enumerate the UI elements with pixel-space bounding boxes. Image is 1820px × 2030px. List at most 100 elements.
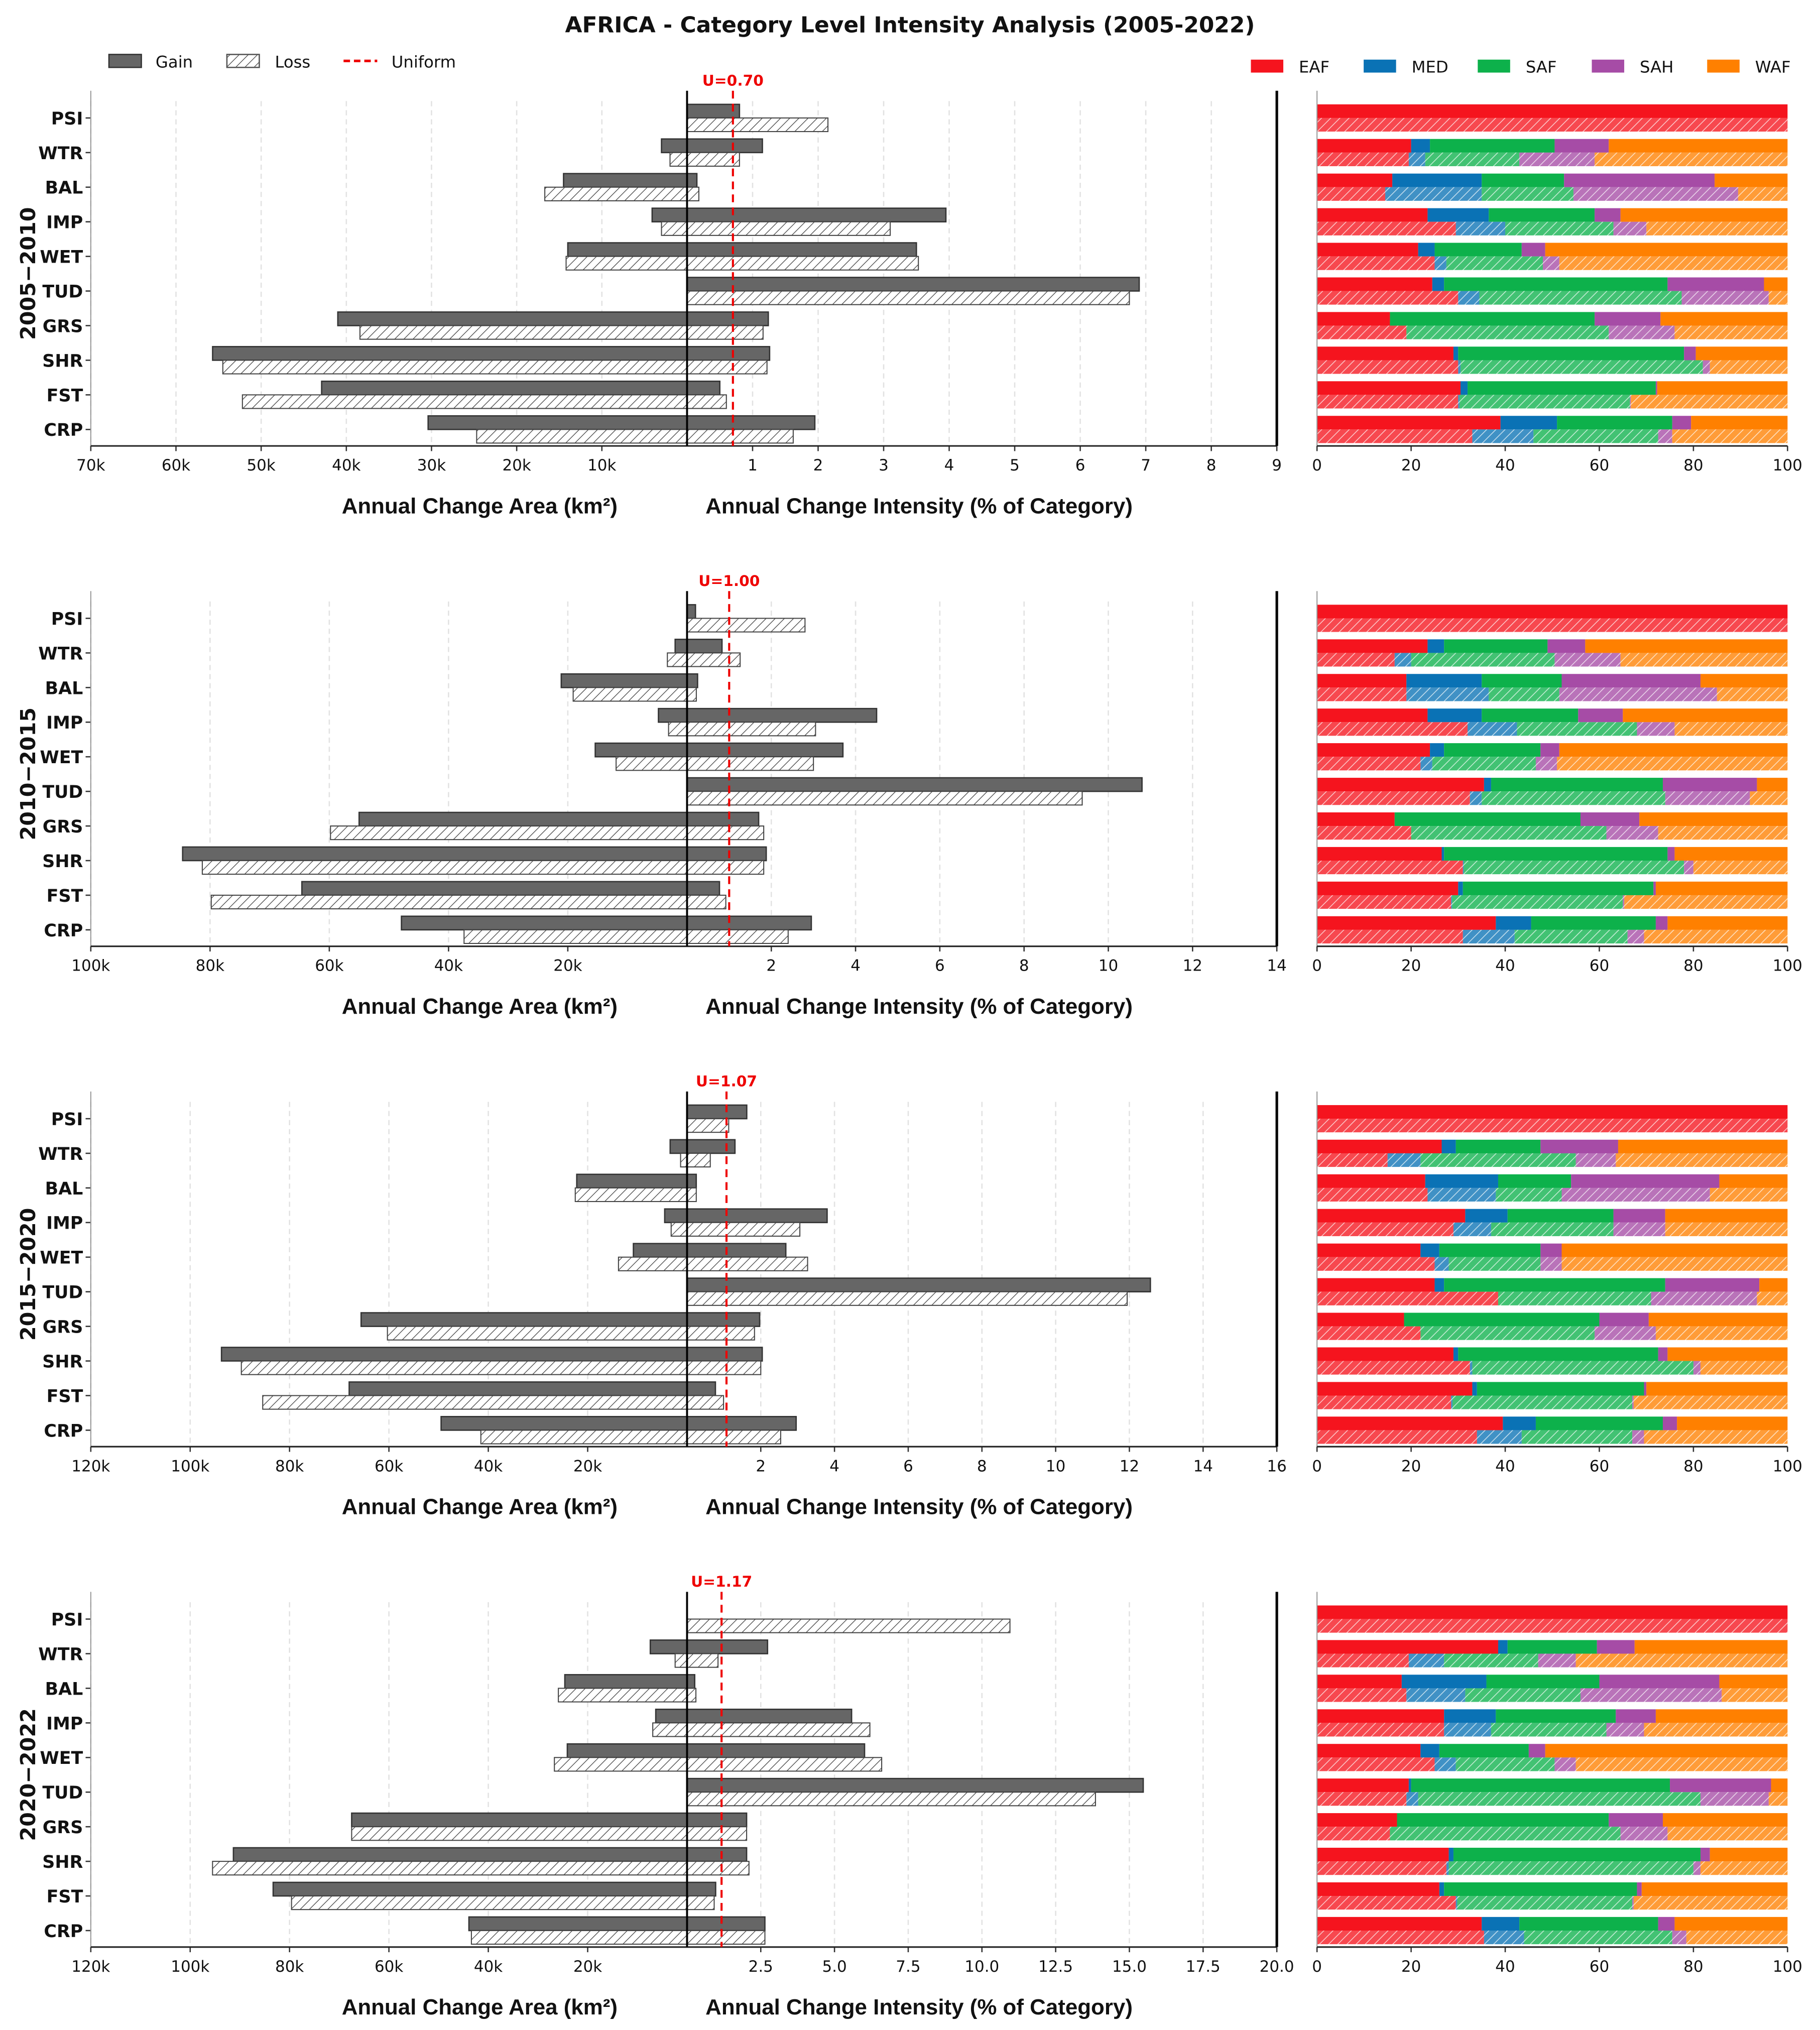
loss-share-psi-eaf — [1317, 117, 1788, 132]
area-tick-label: 80k — [196, 957, 224, 975]
loss-share-psi-eaf — [1317, 618, 1788, 632]
uniform-label: U=1.17 — [691, 1573, 752, 1590]
intensity-tick-label: 17.5 — [1186, 1958, 1221, 1976]
loss-share-imp-eaf — [1317, 722, 1468, 736]
loss-share-grs-eaf — [1317, 826, 1411, 840]
gain-share-psi-eaf — [1317, 605, 1788, 619]
loss-share-grs-eaf — [1317, 1326, 1421, 1340]
loss-share-bal-saf — [1489, 687, 1559, 701]
gain-share-bal-saf — [1498, 1174, 1571, 1188]
loss-bar-shr — [212, 1861, 750, 1876]
loss-share-wet-sah — [1543, 256, 1559, 270]
period-label: 2010−2015 — [16, 707, 40, 840]
category-label-tud: TUD — [42, 1283, 83, 1303]
gain-share-imp-waf — [1620, 208, 1788, 222]
legend-label-sah: SAH — [1640, 58, 1673, 77]
loss-share-bal-waf — [1722, 1688, 1788, 1702]
loss-share-tud-waf — [1750, 791, 1788, 805]
uniform-label: U=0.70 — [702, 71, 764, 89]
gain-share-crp-waf — [1691, 416, 1788, 430]
gain-share-grs-eaf — [1317, 312, 1390, 326]
gain-share-tud-saf — [1411, 1778, 1670, 1793]
legend-loss-swatch — [226, 54, 260, 68]
gain-share-imp-med — [1465, 1209, 1508, 1223]
share-tick-label: 0 — [1312, 456, 1322, 474]
loss-share-tud-eaf — [1317, 291, 1459, 305]
loss-bar-imp — [670, 1222, 801, 1237]
gain-share-wtr-sah — [1554, 139, 1609, 153]
loss-bar-psi — [686, 117, 829, 133]
loss-share-fst-med — [1455, 1896, 1458, 1910]
loss-share-crp-eaf — [1317, 429, 1473, 443]
gain-share-bal-med — [1401, 1675, 1487, 1689]
gain-share-grs-sah — [1599, 1312, 1649, 1327]
gain-share-wtr-eaf — [1317, 139, 1411, 153]
gain-share-wet-sah — [1540, 1243, 1562, 1257]
loss-bar-crp — [470, 1930, 766, 1945]
gain-share-wtr-waf — [1609, 139, 1788, 153]
loss-share-fst-med — [1458, 395, 1460, 409]
gain-share-tud-saf — [1491, 778, 1663, 792]
intensity-tick-label: 10 — [1046, 1457, 1065, 1475]
loss-share-tud-eaf — [1317, 1291, 1498, 1305]
gain-share-tud-saf — [1444, 277, 1668, 291]
loss-share-wtr-waf — [1616, 1153, 1788, 1167]
figure-title: AFRICA - Category Level Intensity Analys… — [565, 13, 1255, 38]
loss-bar-bal — [572, 687, 697, 702]
loss-share-crp-med — [1463, 929, 1515, 943]
gain-share-tud-waf — [1759, 1278, 1788, 1292]
loss-share-grs-sah — [1620, 1827, 1668, 1841]
gain-share-fst-med — [1472, 1382, 1477, 1396]
area-tick-label: 10k — [587, 456, 616, 474]
loss-share-grs-saf — [1390, 1827, 1621, 1841]
intensity-tick-label: 20.0 — [1260, 1958, 1294, 1976]
gain-share-shr-saf — [1458, 346, 1684, 361]
category-label-tud: TUD — [42, 282, 83, 302]
loss-share-shr-waf — [1700, 1361, 1788, 1375]
loss-share-tud-med — [1470, 791, 1482, 805]
gain-bar-fst — [301, 881, 720, 896]
intensity-tick-label: 15.0 — [1112, 1958, 1147, 1976]
legend-swatch-sah — [1592, 59, 1625, 73]
loss-share-shr-sah — [1684, 861, 1693, 875]
intensity-tick-label: 2.5 — [749, 1958, 773, 1976]
area-tick-label: 20k — [502, 456, 531, 474]
legend-swatch-eaf — [1251, 59, 1284, 73]
gain-share-imp-sah — [1613, 1209, 1665, 1223]
share-tick-label: 80 — [1683, 1958, 1703, 1976]
category-label-fst: FST — [47, 1887, 83, 1907]
loss-share-wtr-saf — [1425, 152, 1520, 166]
loss-share-bal-sah — [1573, 187, 1738, 201]
gain-share-bal-eaf — [1317, 1675, 1402, 1689]
gain-share-fst-eaf — [1317, 1382, 1473, 1396]
intensity-tick-label: 14 — [1193, 1457, 1213, 1475]
loss-bar-shr — [201, 860, 765, 875]
loss-share-shr-eaf — [1317, 1861, 1446, 1875]
gain-share-crp-sah — [1672, 416, 1691, 430]
panel-2: 100k 80k 60k 40k 20k 2 4 6 8 10 12 14 0 20 40 60 80 100 PS… — [16, 572, 1802, 1019]
loss-share-tud-sah — [1651, 1291, 1757, 1305]
gain-share-wet-waf — [1559, 743, 1788, 757]
category-label-imp: IMP — [46, 213, 83, 233]
loss-bar-imp — [668, 722, 816, 737]
gain-bar-shr — [220, 1347, 763, 1362]
share-tick-label: 0 — [1312, 1457, 1322, 1475]
gain-bar-bal — [563, 173, 698, 188]
share-tick-label: 20 — [1401, 1958, 1421, 1976]
gain-share-bal-sah — [1561, 674, 1701, 688]
gain-share-grs-waf — [1660, 312, 1788, 326]
category-label-crp: CRP — [44, 420, 83, 440]
gain-share-shr-saf — [1453, 1848, 1701, 1862]
loss-share-shr-saf — [1472, 1361, 1693, 1375]
loss-share-imp-saf — [1491, 1723, 1607, 1737]
gain-share-imp-sah — [1616, 1709, 1656, 1723]
legend-regions: EAF MED SAF SAH WAF — [1251, 58, 1791, 77]
loss-share-crp-saf — [1533, 429, 1658, 443]
loss-share-imp-saf — [1517, 722, 1637, 736]
gain-share-wet-saf — [1444, 743, 1541, 757]
gain-share-imp-saf — [1482, 708, 1579, 723]
gain-share-bal-eaf — [1317, 1174, 1425, 1188]
gain-share-imp-waf — [1623, 708, 1788, 723]
legend-gain-swatch — [108, 54, 142, 68]
loss-share-wtr-sah — [1575, 1153, 1616, 1167]
